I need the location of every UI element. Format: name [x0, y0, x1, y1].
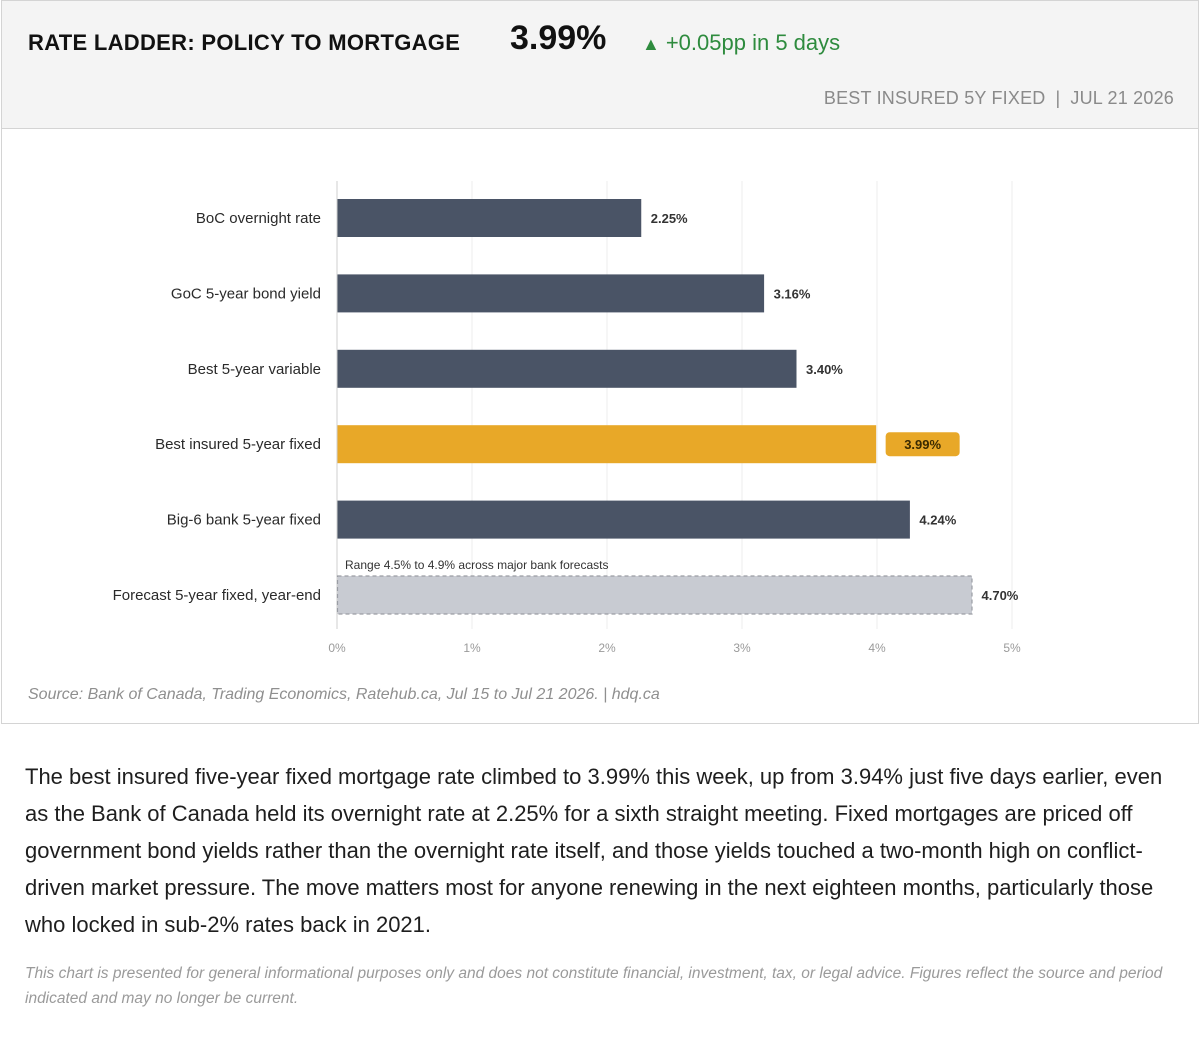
x-tick-label: 5%	[1003, 641, 1021, 655]
forecast-bar	[336, 575, 973, 615]
value-label: 3.16%	[774, 286, 811, 301]
x-tick-label: 3%	[733, 641, 751, 655]
chart-title: RATE LADDER: POLICY TO MORTGAGE	[28, 30, 461, 55]
category-label: Big-6 bank 5-year fixed	[167, 512, 321, 529]
chart-header: RATE LADDER: POLICY TO MORTGAGE 3.99% ▲ +…	[2, 1, 1198, 129]
headline-value: 3.99%	[510, 19, 607, 57]
category-label: Forecast 5-year fixed, year-end	[113, 587, 321, 604]
category-label: BoC overnight rate	[196, 210, 321, 227]
forecast-annotation: Range 4.5% to 4.9% across major bank for…	[345, 558, 608, 572]
bar	[337, 199, 642, 237]
value-label: 3.99%	[904, 437, 941, 452]
value-label: 3.40%	[806, 362, 843, 377]
subtitle-separator: |	[1055, 88, 1061, 108]
change-text: +0.05pp in 5 days	[665, 30, 841, 55]
disclaimer-text: This chart is presented for general info…	[25, 965, 1163, 1007]
article-paragraph: The best insured five-year fixed mortgag…	[25, 764, 1163, 937]
subtitle-date: JUL 21 2026	[1070, 88, 1174, 108]
subtitle-series: BEST INSURED 5Y FIXED	[823, 88, 1046, 108]
up-arrow-icon: ▲	[642, 34, 660, 54]
chart-card: RATE LADDER: POLICY TO MORTGAGE 3.99% ▲ +…	[1, 0, 1199, 724]
x-tick-label: 2%	[598, 641, 616, 655]
category-label: Best insured 5-year fixed	[155, 436, 321, 453]
category-label: Best 5-year variable	[188, 361, 321, 378]
bar	[337, 500, 910, 539]
x-tick-label: 1%	[463, 641, 481, 655]
chart-subtitle: BEST INSURED 5Y FIXED | JUL 21 2026	[824, 88, 1174, 109]
change-indicator: ▲ +0.05pp in 5 days	[642, 30, 840, 56]
bar-chart: 0% 1% 2% 3% 4% 5% BoC overnight rate 2.25% GoC 5…	[113, 181, 1021, 655]
value-badge	[885, 432, 960, 457]
highlight-bar	[337, 425, 877, 464]
value-label: 4.24%	[919, 513, 956, 528]
category-label: GoC 5-year bond yield	[171, 285, 321, 302]
bar	[337, 274, 765, 313]
bar	[337, 349, 797, 388]
value-label: 2.25%	[651, 211, 688, 226]
chart-source: Source: Bank of Canada, Trading Economic…	[28, 686, 660, 703]
x-tick-label: 0%	[328, 641, 346, 655]
x-tick-label: 4%	[868, 641, 886, 655]
value-label: 4.70%	[982, 588, 1019, 603]
